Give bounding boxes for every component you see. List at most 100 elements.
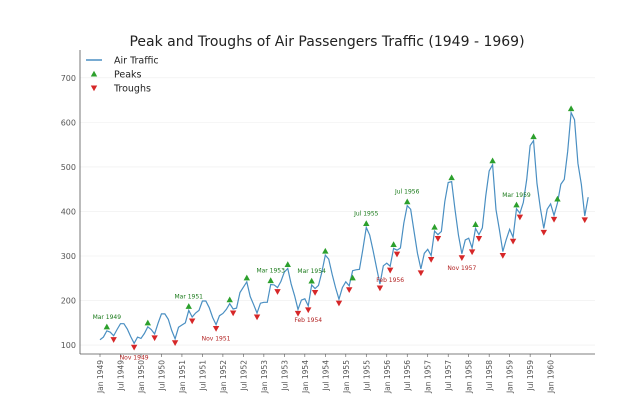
axes: 100 200 300 400 500 600 700 Jan 1949 Jul 1949 Jan… (61, 50, 595, 394)
trough-marker (229, 310, 237, 317)
annotation-label: Mar 1959 (502, 192, 531, 199)
trough-marker (274, 289, 281, 295)
x-tick-label: Jul 1956 (403, 360, 412, 392)
peak-marker (308, 277, 315, 284)
peak-marker (431, 223, 438, 230)
x-tick-label: Jan 1954 (301, 360, 310, 394)
peak-marker (144, 319, 151, 326)
annotation-label: Feb 1956 (376, 277, 404, 284)
trough-marker (151, 335, 158, 342)
x-tick-label: Jan 1949 (96, 360, 105, 394)
x-tick-label: Jan 1951 (178, 360, 187, 394)
trough-marker (427, 256, 435, 263)
y-tick-label: 100 (61, 341, 76, 350)
legend-label: Air Traffic (114, 56, 159, 67)
trough-marker (335, 300, 343, 307)
x-tick-label: Jan 1950 (137, 360, 146, 394)
peak-marker (103, 323, 111, 330)
annotation-label: Nov 1957 (447, 265, 476, 272)
x-tick-label: Jan 1952 (219, 360, 228, 394)
trough-marker (475, 236, 483, 242)
peak-marker (390, 241, 397, 247)
x-tick-label: Jul 1952 (239, 360, 248, 392)
x-tick-label: Jan 1953 (260, 360, 269, 394)
trough-marker (188, 318, 196, 325)
peak-marker (489, 157, 496, 164)
peak-marker (513, 201, 520, 208)
trough-marker (393, 251, 401, 258)
x-tick-label: Jul 1958 (485, 360, 494, 392)
x-tick-label: Jul 1949 (116, 360, 125, 392)
grid (80, 77, 595, 346)
trough-marker (458, 255, 466, 261)
x-tick-label: Jul 1953 (280, 360, 289, 392)
x-tick-label: Jan 1955 (342, 360, 351, 394)
trough-marker (110, 337, 117, 343)
x-tick-label: Jul 1951 (198, 360, 207, 392)
annotation-label: Nov 1951 (202, 336, 231, 343)
chart-title: Peak and Troughs of Air Passengers Traff… (129, 34, 524, 50)
trough-marker (212, 326, 220, 332)
y-tick-label: 400 (61, 207, 76, 216)
peak-marker (404, 198, 411, 205)
x-tick-label: Jan 1959 (506, 360, 515, 394)
x-tick-label: Jul 1954 (321, 360, 330, 392)
x-tick-label: Jul 1957 (444, 360, 453, 392)
annotation-label: Feb 1954 (294, 317, 322, 324)
peak-marker (554, 195, 561, 202)
trough-marker (499, 252, 507, 259)
x-tick-label: Jan 1956 (383, 360, 392, 394)
trough-marker (376, 285, 384, 292)
trough-marker (540, 229, 547, 236)
markers-layer (103, 105, 588, 351)
y-tick-label: 200 (61, 297, 76, 306)
annotation-label: Mar 1951 (175, 293, 204, 300)
trough-marker (417, 270, 425, 277)
trough-marker (516, 214, 524, 221)
trough-marker (386, 267, 394, 274)
peak-marker (185, 303, 192, 309)
peak-marker (472, 221, 479, 227)
trough-marker (550, 216, 558, 223)
trough-marker (346, 287, 353, 294)
peak-marker (243, 274, 250, 281)
x-tick-label: Jul 1959 (526, 360, 535, 392)
legend-label: Troughs (113, 84, 151, 95)
trough-marker (171, 340, 179, 347)
annotation-label: Mar 1949 (93, 314, 122, 321)
y-tick-label: 600 (61, 118, 76, 127)
trough-marker (509, 238, 517, 245)
y-tick-label: 300 (61, 252, 76, 261)
x-tick-label: Jul 1950 (157, 360, 166, 392)
trough-marker (468, 249, 476, 256)
annotation-label: Jul 1955 (353, 210, 379, 217)
x-tick-label: Jul 1955 (362, 360, 371, 392)
trough-marker (253, 314, 261, 321)
peak-marker (284, 261, 291, 268)
trough-marker (130, 344, 138, 351)
peak-marker (322, 247, 329, 254)
series-layer (99, 110, 589, 345)
peak-marker (567, 105, 575, 112)
trough-marker (294, 310, 302, 317)
x-tick-label: Jan 1958 (465, 360, 474, 394)
legend-swatch-peak (90, 70, 98, 77)
y-tick-label: 700 (61, 74, 76, 83)
annotations-layer: Mar 1949 Nov 1949 Mar 1951 Nov 1951 Mar 1953… (93, 189, 531, 362)
peak-marker (349, 274, 356, 281)
annotation-label: Mar 1953 (256, 268, 285, 275)
peak-marker (226, 296, 233, 303)
trough-marker (581, 217, 588, 224)
annotation-label: Mar 1954 (297, 268, 326, 275)
peak-marker (448, 174, 455, 181)
peak-marker (530, 133, 537, 140)
series-line-air-traffic (99, 110, 589, 345)
y-tick-label: 500 (61, 163, 76, 172)
peak-marker (267, 277, 274, 284)
legend-swatch-trough (90, 85, 98, 92)
peak-marker (363, 220, 370, 227)
trough-marker (311, 289, 319, 296)
legend-label: Peaks (114, 70, 142, 81)
